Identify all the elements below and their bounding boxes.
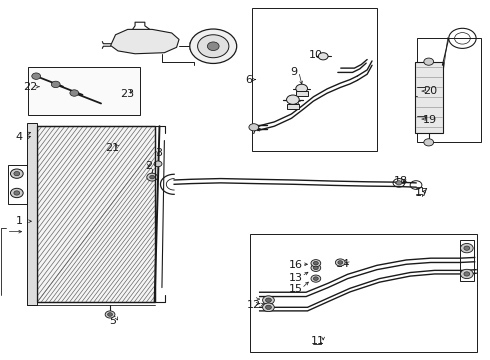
Text: 19: 19: [423, 115, 437, 125]
Circle shape: [311, 264, 321, 271]
Circle shape: [424, 58, 434, 65]
Text: 13: 13: [289, 273, 303, 283]
Circle shape: [154, 161, 162, 167]
Circle shape: [263, 303, 274, 312]
Text: 20: 20: [423, 86, 437, 96]
Bar: [250, 234, 477, 352]
Bar: [296, 91, 308, 96]
Circle shape: [424, 139, 434, 146]
Circle shape: [207, 42, 219, 50]
Bar: [252, 8, 377, 151]
Circle shape: [32, 73, 41, 80]
Circle shape: [14, 191, 20, 195]
Text: 4: 4: [16, 132, 23, 142]
Circle shape: [314, 266, 318, 270]
Bar: [37, 126, 155, 302]
Text: 5: 5: [110, 316, 117, 325]
Circle shape: [147, 173, 158, 181]
Circle shape: [10, 169, 23, 178]
Text: 11: 11: [311, 336, 325, 346]
Circle shape: [311, 275, 321, 282]
Circle shape: [318, 53, 328, 60]
Text: 2: 2: [145, 161, 152, 171]
Text: 21: 21: [105, 143, 119, 153]
Circle shape: [105, 311, 115, 318]
Text: 16: 16: [289, 260, 303, 270]
Circle shape: [464, 246, 470, 250]
Text: 15: 15: [289, 284, 303, 294]
Circle shape: [190, 29, 237, 63]
Circle shape: [287, 95, 299, 104]
Text: 8: 8: [290, 100, 297, 110]
Circle shape: [70, 90, 79, 96]
Circle shape: [314, 261, 318, 265]
Text: 9: 9: [290, 67, 297, 77]
Bar: [8, 165, 26, 203]
Text: 6: 6: [245, 75, 252, 85]
Bar: [415, 62, 443, 134]
Circle shape: [396, 181, 402, 185]
Circle shape: [266, 298, 271, 302]
Bar: [287, 104, 299, 109]
Circle shape: [266, 305, 271, 310]
Circle shape: [249, 124, 259, 131]
Circle shape: [296, 84, 308, 93]
Bar: [417, 39, 481, 142]
Circle shape: [464, 272, 470, 276]
Circle shape: [338, 261, 343, 264]
Text: 23: 23: [120, 89, 134, 99]
Text: 17: 17: [415, 188, 429, 198]
Bar: [27, 67, 140, 116]
Circle shape: [51, 81, 60, 87]
Circle shape: [108, 313, 113, 316]
Bar: [37, 126, 155, 302]
Circle shape: [461, 269, 473, 279]
Circle shape: [197, 35, 229, 58]
Circle shape: [263, 296, 274, 305]
Text: 10: 10: [309, 50, 323, 60]
Circle shape: [14, 171, 20, 176]
Circle shape: [314, 277, 318, 280]
Bar: [460, 240, 474, 281]
Circle shape: [10, 188, 23, 198]
Circle shape: [150, 175, 155, 179]
Circle shape: [311, 260, 321, 267]
Text: 12: 12: [247, 300, 261, 310]
Text: 18: 18: [394, 176, 409, 186]
Circle shape: [335, 259, 345, 266]
Circle shape: [461, 243, 473, 253]
Bar: [26, 123, 37, 305]
Polygon shape: [111, 30, 179, 54]
Text: 7: 7: [250, 126, 257, 135]
Text: 14: 14: [336, 259, 350, 269]
Text: 3: 3: [155, 148, 162, 158]
Text: 1: 1: [16, 216, 23, 226]
Text: 22: 22: [23, 82, 37, 92]
